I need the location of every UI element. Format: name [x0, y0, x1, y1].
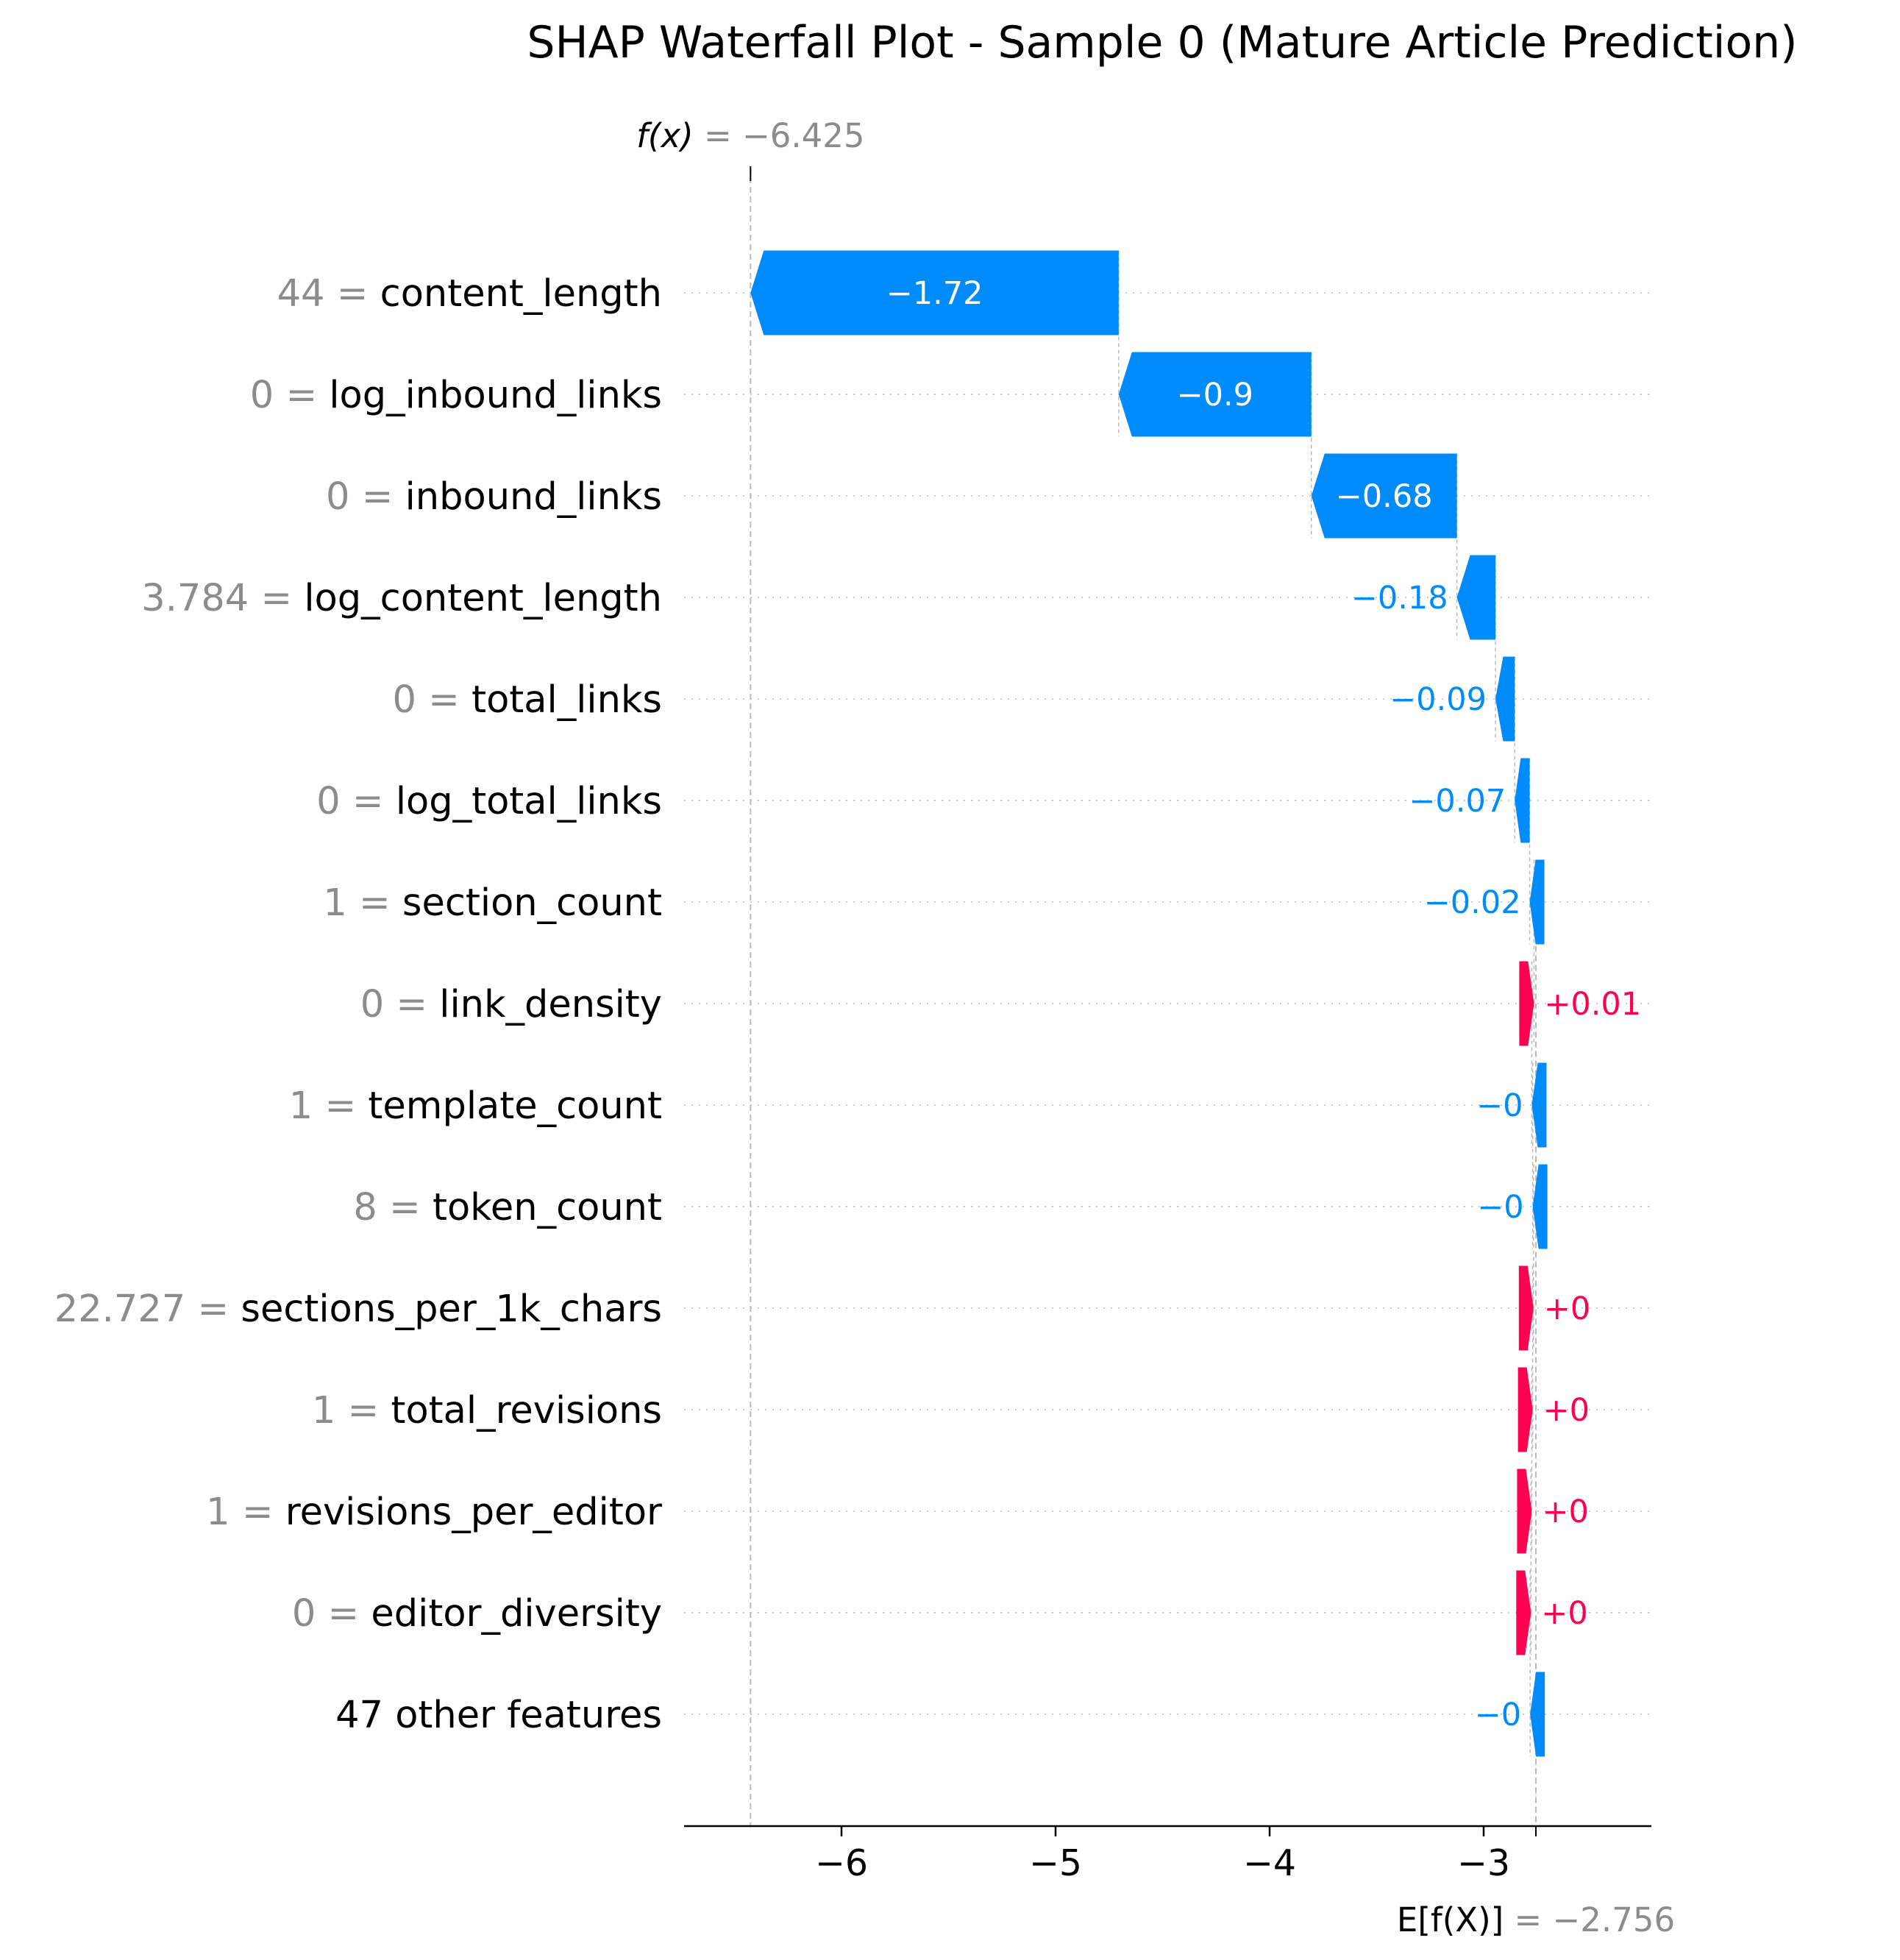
bar-total-revisions: [1517, 1367, 1533, 1452]
feature-label: 44 = content_length: [277, 272, 662, 316]
x-axis: −6 −5 −4 −3: [684, 166, 1651, 1884]
labels-layer: −1.72 44 = content_length −0.9 0 = log_inbo…: [54, 116, 1675, 1939]
base-label-fn: E[f(X)]: [1397, 1900, 1515, 1939]
feature-label: 1 = section_count: [323, 881, 662, 925]
bar-value-label: +0: [1542, 1494, 1588, 1530]
feature-value: 0 =: [393, 678, 472, 722]
bar-value-label: −0.07: [1409, 783, 1506, 820]
feature-value: 0 =: [316, 780, 396, 823]
bar-value-label: −0: [1475, 1697, 1521, 1733]
feature-value: 22.727 =: [54, 1288, 241, 1331]
bar-value-label: +0: [1544, 1290, 1590, 1327]
feature-name: revisions_per_editor: [285, 1491, 662, 1534]
feature-name: log_content_length: [304, 577, 662, 620]
feature-label: 1 = template_count: [289, 1084, 662, 1128]
feature-value: 0 =: [250, 374, 330, 417]
feature-label: 1 = total_revisions: [312, 1389, 662, 1432]
feature-name: 47 other features: [335, 1694, 662, 1737]
feature-label: 0 = total_links: [393, 678, 663, 722]
bar-template-count: [1531, 1062, 1547, 1148]
feature-label: 47 other features: [335, 1694, 662, 1737]
feature-label: 8 = token_count: [353, 1186, 662, 1229]
feature-name: sections_per_1k_chars: [241, 1288, 662, 1331]
bar-value-label: −0.02: [1424, 884, 1521, 921]
bar-section-count: [1529, 859, 1545, 945]
bar-value-label: −0.18: [1351, 580, 1448, 617]
bar-sections-per-1k-chars: [1518, 1265, 1534, 1351]
bar-revisions-per-editor: [1517, 1469, 1532, 1554]
bar-total-links: [1495, 656, 1515, 742]
x-tick-label: −5: [1029, 1842, 1082, 1884]
feature-name: content_length: [380, 272, 662, 316]
bar-link-density: [1519, 961, 1534, 1046]
bar-value-label: −0.9: [1177, 377, 1253, 413]
feature-label: 3.784 = log_content_length: [141, 577, 662, 620]
feature-name: log_total_links: [396, 780, 662, 823]
bar-inbound-links: [1311, 453, 1457, 539]
feature-label: 0 = inbound_links: [326, 475, 662, 519]
feature-label: 22.727 = sections_per_1k_chars: [54, 1288, 662, 1331]
feature-name: template_count: [368, 1084, 662, 1128]
bar-value-label: +0: [1543, 1392, 1590, 1429]
feature-value: 0 =: [292, 1592, 371, 1636]
feature-value: 1 =: [323, 881, 402, 925]
bar-log-total-links: [1515, 758, 1530, 843]
feature-label: 1 = revisions_per_editor: [206, 1491, 662, 1534]
feature-label: 0 = editor_diversity: [292, 1592, 662, 1636]
grid-layer: [684, 292, 1651, 1715]
feature-name: log_inbound_links: [329, 374, 662, 417]
feature-name: editor_diversity: [371, 1592, 662, 1636]
feature-value: 1 =: [206, 1491, 285, 1534]
feature-value: 0 =: [360, 983, 440, 1026]
bar-value-label: −0.09: [1390, 681, 1487, 718]
bar-value-label: −0.68: [1336, 478, 1433, 515]
feature-name: link_density: [439, 983, 662, 1026]
output-label-value: = −6.425: [704, 116, 865, 155]
base-value-label: E[f(X)] = −2.756: [1397, 1900, 1675, 1939]
base-label-value: = −2.756: [1515, 1900, 1676, 1939]
feature-name: total_revisions: [391, 1389, 662, 1432]
output-label-fn: f(x): [636, 116, 704, 155]
bar-content-length: [750, 250, 1119, 335]
bar-47-other-features: [1530, 1672, 1545, 1757]
bar-value-label: +0: [1541, 1595, 1587, 1632]
feature-value: 44 =: [277, 272, 380, 316]
feature-value: 3.784 =: [141, 577, 304, 620]
bar-value-label: +0.01: [1544, 986, 1641, 1023]
bar-log-content-length: [1456, 555, 1496, 640]
feature-label: 0 = log_inbound_links: [250, 374, 662, 417]
bar-log-inbound-links: [1118, 352, 1312, 437]
feature-name: total_links: [472, 678, 662, 722]
bar-value-label: −0: [1476, 1087, 1523, 1124]
bar-value-label: −1.72: [886, 275, 983, 312]
x-tick-label: −3: [1457, 1842, 1510, 1884]
bar-editor-diversity: [1516, 1570, 1531, 1655]
feature-label: 0 = link_density: [360, 983, 662, 1026]
feature-value: 1 =: [312, 1389, 391, 1432]
feature-value: 0 =: [326, 475, 405, 519]
bars-layer: [750, 250, 1548, 1757]
feature-name: token_count: [433, 1186, 662, 1229]
feature-value: 8 =: [353, 1186, 433, 1229]
chart-title: SHAP Waterfall Plot - Sample 0 (Mature A…: [527, 17, 1797, 68]
bar-token-count: [1532, 1164, 1548, 1249]
reference-lines: [750, 168, 1537, 1826]
feature-name: section_count: [402, 881, 662, 925]
x-tick-label: −4: [1243, 1842, 1296, 1884]
output-value-label: f(x) = −6.425: [636, 116, 864, 155]
feature-value: 1 =: [289, 1084, 369, 1128]
feature-name: inbound_links: [405, 475, 662, 519]
x-tick-label: −6: [815, 1842, 868, 1884]
feature-label: 0 = log_total_links: [316, 780, 662, 823]
bar-value-label: −0: [1477, 1189, 1523, 1226]
